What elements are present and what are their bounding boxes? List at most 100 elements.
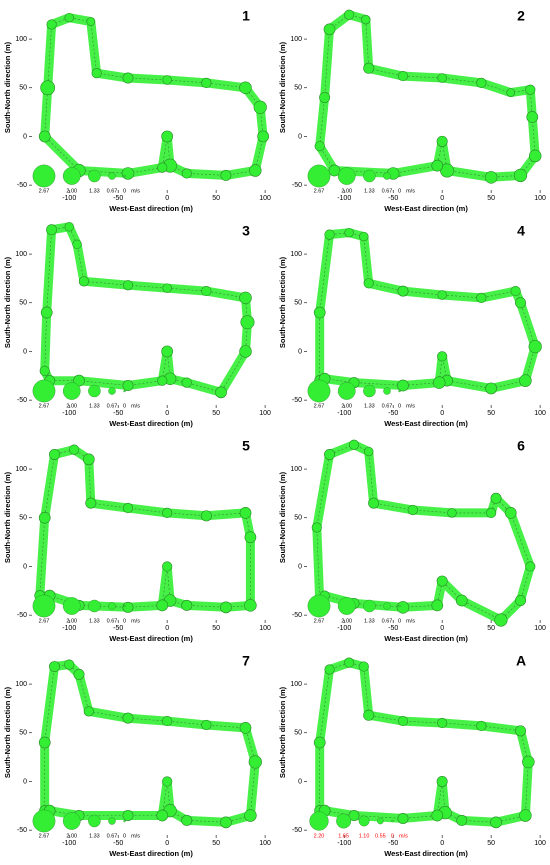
speed-bubble: [368, 497, 380, 509]
speed-bubble: [363, 709, 375, 721]
speed-bubble: [201, 285, 212, 297]
legend-bubble: [391, 819, 394, 823]
speed-bubble: [220, 816, 232, 829]
panel-label: 1: [242, 8, 250, 24]
legend-bubble: [108, 172, 116, 180]
speed-bubble: [506, 88, 516, 97]
track: [312, 440, 535, 625]
speed-bubble: [436, 135, 448, 147]
y-tick-label: 50: [294, 300, 302, 307]
legend-label: 1.33: [89, 403, 100, 409]
x-tick-label: 50: [212, 625, 220, 632]
legend-label: 0.67: [107, 618, 118, 624]
x-tick-label: 50: [212, 410, 220, 417]
speed-bubble: [348, 439, 360, 450]
x-tick-label: -50: [113, 195, 123, 202]
speed-bubble: [363, 446, 374, 457]
track-edge: [316, 444, 531, 621]
speed-bubble: [526, 111, 539, 123]
speed-bubble: [162, 507, 173, 518]
speed-bubble: [122, 712, 134, 724]
legend-bubble: [123, 819, 126, 823]
speed-bubble: [513, 168, 528, 183]
speed-bubble: [244, 809, 257, 822]
speed-bubble: [38, 511, 51, 524]
speed-bubble: [162, 561, 173, 572]
speed-bubble: [64, 12, 74, 23]
x-tick-label: 0: [165, 195, 169, 202]
x-tick-label: -50: [388, 195, 398, 202]
x-tick-label: 0: [440, 195, 444, 202]
speed-bubble: [40, 306, 53, 319]
speed-bubble: [85, 497, 97, 509]
y-tick-label: 0: [23, 778, 27, 785]
speed-bubble: [83, 706, 94, 717]
y-axis-label: South-North direction (m): [278, 686, 287, 778]
x-tick-label: 50: [487, 625, 495, 632]
y-tick-label: 0: [298, 133, 302, 140]
speed-bubble: [122, 810, 134, 822]
speed-bubble: [49, 448, 61, 460]
legend-label: 2.20: [314, 833, 325, 839]
y-tick-label: 100: [290, 681, 302, 688]
legend-label: 0.67: [382, 618, 393, 624]
speed-bubble: [447, 508, 457, 518]
speed-bubble: [485, 382, 497, 395]
legend-label: 0.67: [107, 833, 118, 839]
x-tick-label: 50: [487, 410, 495, 417]
legend-label: 2.00: [66, 188, 77, 194]
x-axis-label: West-East direction (m): [384, 634, 468, 643]
speed-bubble: [363, 278, 374, 289]
y-axis-label: South-North direction (m): [3, 471, 12, 563]
speed-bubble: [181, 377, 192, 388]
x-tick-label: 0: [440, 410, 444, 417]
speed-bubble: [437, 717, 448, 729]
legend-bubble: [358, 815, 370, 827]
x-tick-label: 50: [212, 195, 220, 202]
legend-label: 1.33: [89, 188, 100, 194]
x-tick-label: -100: [337, 625, 351, 632]
speed-bubble: [397, 285, 409, 297]
speed-bubble: [181, 168, 192, 179]
legend-bubble: [383, 602, 391, 610]
legend-bubble: [337, 597, 356, 615]
legend-label: 0.67: [107, 188, 118, 194]
legend-bubble: [32, 379, 56, 403]
legend-bubble: [307, 164, 331, 188]
x-tick-label: -50: [388, 410, 398, 417]
speed-bubble: [323, 23, 336, 36]
legend-bubble: [62, 382, 81, 400]
legend-bubble: [62, 167, 81, 185]
track-edge: [44, 664, 256, 823]
legend-label: 0: [123, 403, 126, 409]
legend-label: 2.67: [314, 188, 325, 194]
legend-label: 1.33: [89, 618, 100, 624]
y-tick-label: -50: [17, 182, 27, 189]
speed-bubble: [515, 595, 526, 607]
y-axis-label: South-North direction (m): [3, 686, 12, 778]
speed-bubble: [46, 224, 58, 236]
speed-bubble: [38, 736, 51, 749]
speed-bubble: [239, 291, 252, 305]
track: [315, 10, 540, 182]
speed-bubble: [220, 601, 232, 614]
speed-bubble: [525, 561, 536, 572]
y-tick-label: 0: [23, 348, 27, 355]
legend-unit: m/s: [131, 188, 140, 194]
y-tick-label: -50: [17, 612, 27, 619]
speed-bubble: [78, 276, 90, 287]
speed-bubble: [181, 814, 193, 826]
speed-bubble: [431, 159, 444, 172]
speed-bubble: [162, 75, 172, 85]
x-tick-label: 0: [165, 625, 169, 632]
x-tick-label: 0: [165, 410, 169, 417]
legend-unit: m/s: [131, 403, 140, 409]
speed-bubble: [486, 507, 497, 518]
x-tick-label: 50: [212, 840, 220, 847]
legend-label: 1.33: [364, 618, 375, 624]
y-tick-label: 0: [298, 778, 302, 785]
speed-bubble: [121, 167, 135, 180]
